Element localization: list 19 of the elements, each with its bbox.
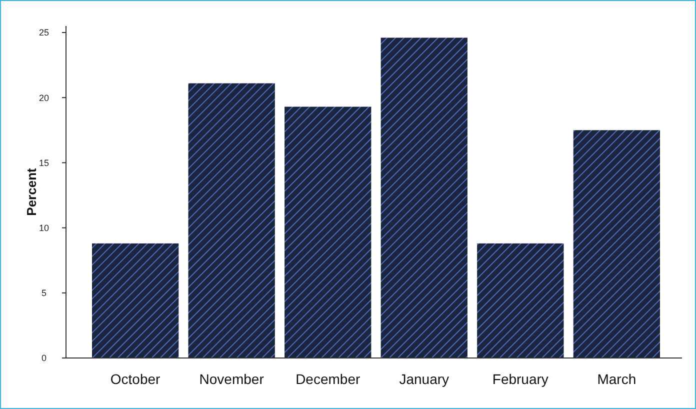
y-axis-title: Percent — [24, 167, 39, 216]
bar — [188, 83, 275, 358]
y-tick-label: 25 — [38, 28, 50, 38]
y-tick-label: 15 — [38, 158, 50, 168]
x-tick-label: November — [199, 371, 264, 387]
bar — [573, 130, 660, 358]
x-tick-label: March — [597, 371, 636, 387]
y-tick-label: 5 — [41, 288, 47, 298]
y-tick-label: 20 — [38, 92, 50, 103]
x-tick-label: October — [110, 371, 161, 387]
bar — [477, 243, 564, 358]
x-tick-label: December — [296, 371, 360, 387]
bar — [92, 243, 179, 358]
y-tick-label: 0 — [41, 353, 47, 364]
x-tick-label: January — [399, 371, 450, 387]
bar — [380, 38, 468, 358]
y-tick-label: 10 — [38, 222, 50, 233]
x-tick-label: February — [492, 371, 548, 387]
bar — [284, 106, 372, 358]
